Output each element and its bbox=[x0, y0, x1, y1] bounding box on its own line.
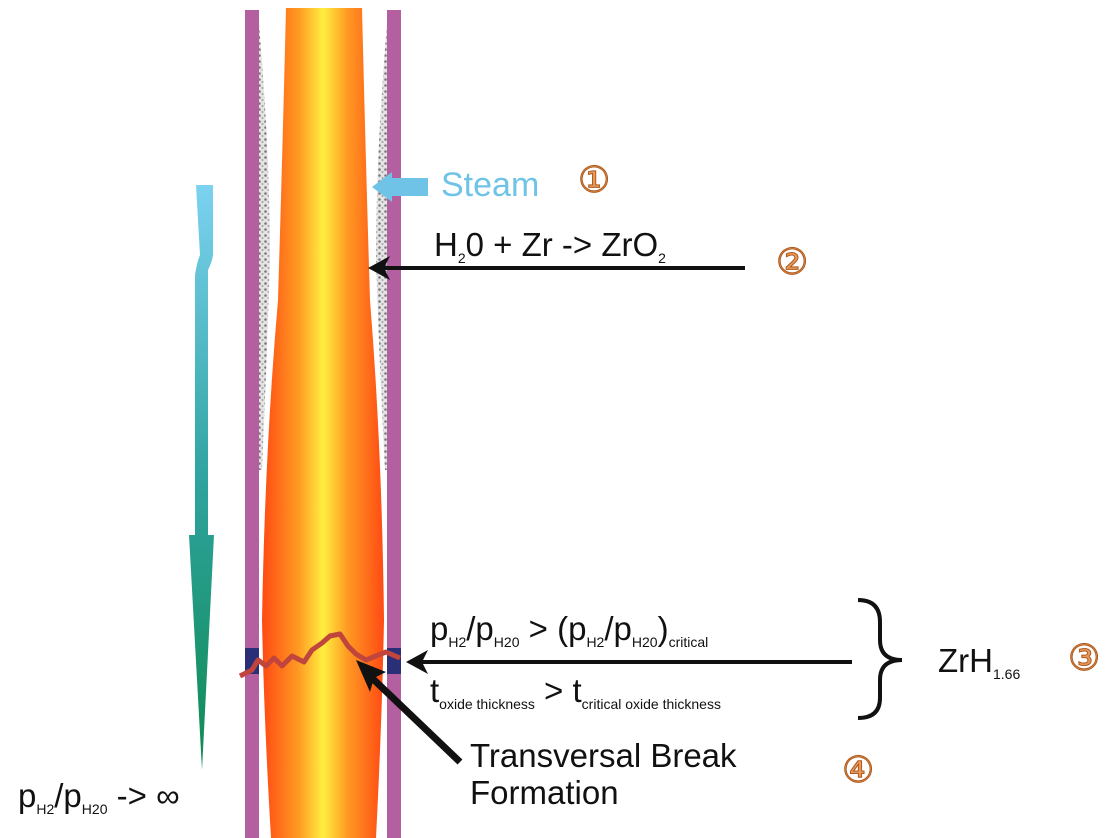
cond2-sub2: critical oxide thickness bbox=[581, 696, 721, 712]
result-sub: 1.66 bbox=[992, 666, 1021, 682]
cond2-t: t bbox=[430, 672, 440, 709]
reaction-equation: H20 + Zr -> ZrO2 bbox=[434, 226, 666, 266]
cond1-close: ) bbox=[657, 610, 669, 647]
step-4-number: ④ bbox=[841, 750, 875, 792]
cond2-mid: > t bbox=[534, 672, 582, 709]
step-2-number: ② bbox=[775, 242, 809, 284]
steam-arrow-icon bbox=[372, 172, 428, 202]
cond1-p: p bbox=[430, 610, 449, 647]
fuel-rod bbox=[262, 8, 384, 838]
break-arrow-line bbox=[369, 675, 463, 765]
cond1-h2b: H2 bbox=[586, 634, 605, 650]
cond1-h2o: H20 bbox=[493, 634, 520, 650]
ratio-slash: /p bbox=[54, 777, 82, 814]
ratio-p: p bbox=[18, 777, 37, 814]
cond1-h2ob: H20 bbox=[631, 634, 658, 650]
hydride-result: ZrH1.66 bbox=[938, 642, 1020, 682]
cond1-slash: /p bbox=[466, 610, 494, 647]
step-3-number: ③ bbox=[1067, 638, 1101, 680]
reaction-rest: 0 + Zr -> ZrO bbox=[465, 226, 659, 263]
oxide-layer-right bbox=[376, 12, 388, 470]
ratio-h2o: H20 bbox=[81, 801, 108, 817]
thickness-condition: toxide thickness > tcritical oxide thick… bbox=[430, 672, 721, 712]
curly-brace bbox=[857, 598, 903, 720]
cond1-slash2: /p bbox=[604, 610, 632, 647]
result-formula: ZrH bbox=[938, 642, 993, 679]
cond2-sub1: oxide thickness bbox=[439, 696, 535, 712]
steam-label: Steam bbox=[441, 166, 540, 204]
cladding-left bbox=[245, 10, 259, 838]
break-label-line1: Transversal Break bbox=[470, 737, 737, 774]
cond1-mid: > (p bbox=[519, 610, 587, 647]
reaction-product-sub: 2 bbox=[658, 250, 666, 266]
break-label-line2: Formation bbox=[470, 774, 619, 811]
step-1-number: ① bbox=[577, 160, 611, 202]
crack-line bbox=[238, 631, 401, 679]
condition-arrow-head bbox=[406, 650, 428, 674]
pressure-arrow bbox=[189, 185, 214, 770]
cond1-h2: H2 bbox=[448, 634, 467, 650]
reaction-reactant: H bbox=[434, 226, 458, 263]
ratio-h2: H2 bbox=[36, 801, 55, 817]
ratio-tail: -> ∞ bbox=[107, 777, 180, 814]
reaction-reactant-sub: 2 bbox=[457, 250, 466, 266]
pressure-condition: pH2/pH20 > (pH2/pH20)critical bbox=[430, 610, 708, 650]
cladding-right bbox=[387, 10, 401, 838]
pressure-ratio: pH2/pH20 -> ∞ bbox=[18, 777, 180, 817]
reaction-arrow-head bbox=[368, 256, 390, 280]
oxide-layer-left bbox=[258, 12, 270, 470]
cond1-crit: critical bbox=[668, 634, 709, 650]
break-arrow-head bbox=[356, 660, 386, 692]
